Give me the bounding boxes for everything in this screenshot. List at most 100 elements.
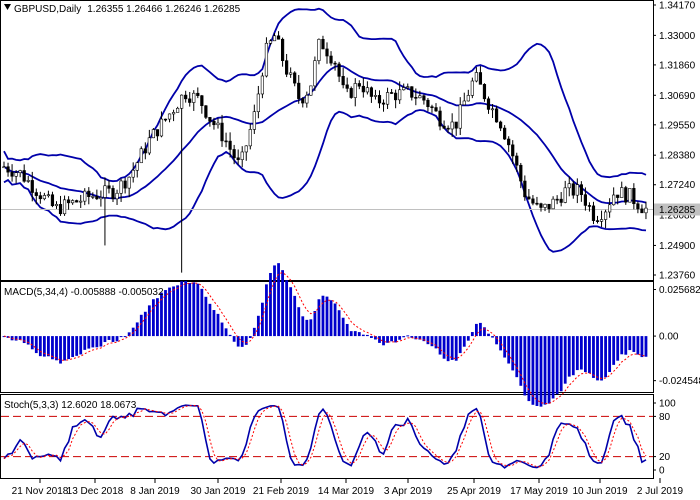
macd-bar: [559, 336, 563, 392]
candle: [414, 97, 418, 99]
candle: [2, 166, 6, 169]
bollinger-lower: [3, 109, 647, 253]
candle: [325, 48, 329, 57]
candle: [131, 169, 135, 178]
symbol-header-arrow-icon: [4, 4, 11, 10]
macd-bar: [588, 336, 591, 374]
candle: [454, 121, 458, 129]
stoch-y-tick-label: 80: [659, 412, 671, 423]
candle: [418, 95, 422, 99]
x-tick-label: 25 Apr 2019: [447, 486, 501, 497]
macd-bar: [555, 336, 559, 395]
macd-bar: [151, 299, 155, 337]
macd-bar: [309, 319, 313, 337]
candle: [616, 194, 620, 198]
macd-bar: [269, 273, 272, 337]
macd-bar: [507, 336, 511, 364]
macd-bar: [430, 336, 434, 347]
macd-bar: [321, 295, 325, 337]
candle: [333, 62, 337, 65]
candle: [208, 117, 212, 122]
macd-bar: [378, 336, 381, 343]
y-tick-label: 1.34170: [659, 1, 696, 12]
macd-bar: [26, 336, 30, 345]
macd-bar: [293, 295, 297, 337]
candle: [551, 198, 555, 210]
candle: [543, 203, 547, 208]
macd-bar: [261, 302, 264, 337]
macd-bar: [248, 336, 252, 339]
macd-bar: [18, 336, 22, 340]
y-tick-label: 1.31860: [659, 60, 696, 71]
macd-bar: [644, 336, 648, 357]
candle: [232, 149, 236, 159]
candle: [531, 198, 535, 204]
macd-bar: [55, 336, 58, 361]
current-price-tag: [654, 203, 700, 216]
candle: [486, 98, 491, 110]
stoch-y-axis: 100 80 20 0: [653, 399, 676, 477]
macd-bar: [515, 336, 519, 378]
candle: [38, 195, 42, 200]
candle: [71, 200, 75, 204]
macd-bar: [418, 336, 422, 340]
candle: [220, 122, 224, 142]
macd-bar: [575, 336, 579, 371]
macd-bar: [111, 336, 115, 342]
candle: [571, 183, 575, 196]
macd-bar: [79, 336, 83, 355]
candle: [236, 157, 240, 160]
candle: [587, 205, 592, 207]
macd-bar: [285, 280, 289, 337]
macd-bar: [75, 336, 79, 356]
x-tick-label: 21 Feb 2019: [253, 486, 310, 497]
macd-bar: [196, 283, 200, 337]
y-tick-label: 1.26080: [659, 210, 696, 221]
candle: [349, 88, 353, 98]
macd-bar: [147, 305, 151, 337]
candle: [75, 200, 79, 203]
macd-bar: [139, 314, 143, 337]
candle: [329, 55, 333, 64]
bollinger-bands: [3, 7, 647, 253]
macd-bar: [341, 317, 345, 337]
candle: [406, 86, 410, 88]
macd-bar: [143, 311, 147, 337]
y-tick-label: 1.33000: [659, 31, 696, 42]
candle: [171, 112, 176, 115]
macd-bar: [123, 336, 127, 338]
macd-bar: [265, 284, 268, 337]
candle: [462, 100, 466, 106]
macd-bar: [180, 281, 184, 337]
macd-bar: [624, 336, 628, 355]
candle: [244, 145, 248, 153]
candle: [535, 202, 539, 205]
symbol-header: GBPUSD,Daily 1.26355 1.26466 1.26246 1.26…: [14, 4, 241, 15]
candle: [636, 203, 640, 210]
candle: [575, 184, 579, 196]
macd-bar: [220, 322, 224, 337]
macd-signal-line: [3, 271, 647, 404]
macd-bar: [636, 336, 640, 355]
macd-bar: [160, 292, 163, 337]
macd-bar: [438, 336, 442, 355]
candle: [345, 84, 349, 89]
candle: [482, 84, 487, 100]
y-tick-label: 1.28380: [659, 151, 696, 162]
candle: [67, 199, 71, 204]
x-tick-label: 10 Jun 2019: [572, 486, 627, 497]
stoch-header: Stoch(5,3,3) 12.6020 18.0673: [4, 400, 137, 411]
macd-bar: [450, 336, 454, 360]
macd-bar: [212, 310, 216, 337]
macd-bar: [164, 290, 167, 337]
candle: [373, 95, 378, 97]
candle: [515, 155, 519, 166]
candle: [434, 107, 438, 112]
candle: [398, 89, 402, 101]
macd-bar: [59, 336, 62, 364]
macd-bar: [365, 334, 369, 337]
x-tick-label: 30 Jan 2019: [190, 486, 245, 497]
macd-y-axis: 0.025682 0.00 -0.024548: [653, 285, 700, 387]
macd-bar: [184, 280, 188, 337]
candle: [507, 138, 511, 146]
